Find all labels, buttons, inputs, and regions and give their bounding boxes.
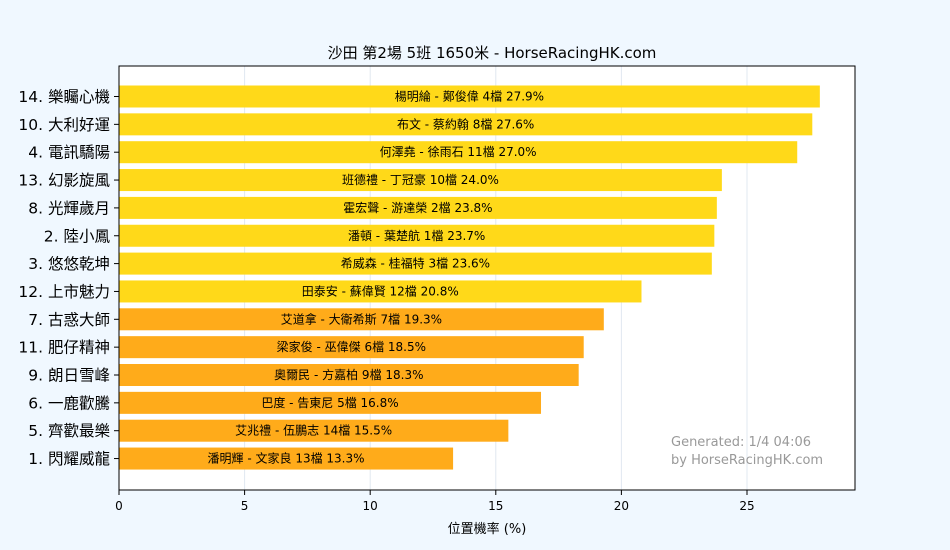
bar-label-6: 希威森 - 桂福特 3檔 23.6% [341, 256, 490, 271]
chart-title: 沙田 第2場 5班 1650米 - HorseRacingHK.com [328, 44, 657, 62]
y-label-10: 9. 朗日雪峰 [28, 367, 110, 385]
plot-area [118, 65, 856, 491]
bar-2 [119, 141, 798, 164]
y-label-11: 6. 一鹿歡騰 [28, 394, 110, 412]
bar-label-9: 梁家俊 - 巫偉傑 6檔 18.5% [277, 339, 426, 354]
bar-3 [119, 169, 722, 192]
bar-12 [119, 419, 509, 442]
bar-label-2: 何澤堯 - 徐雨石 11檔 27.0% [380, 144, 537, 159]
bar-7 [119, 280, 642, 303]
bar-label-12: 艾兆禮 - 伍鵬志 14檔 15.5% [235, 424, 392, 438]
bar-13 [119, 447, 454, 470]
bar-6 [119, 252, 712, 275]
bar-1 [119, 113, 813, 136]
x-tick-label-4: 20 [614, 499, 629, 513]
bar-11 [119, 391, 542, 414]
y-label-0: 14. 樂矚心機 [18, 88, 110, 106]
bar-label-13: 潘明輝 - 文家良 13檔 13.3% [208, 451, 365, 466]
bar-label-7: 田泰安 - 蘇偉賢 12檔 20.8% [302, 283, 459, 298]
bar-0 [119, 85, 820, 108]
bar-label-5: 潘頓 - 葉楚航 1檔 23.7% [348, 228, 485, 243]
plot-frame [118, 65, 856, 491]
bar-label-10: 奧爾民 - 方嘉柏 9檔 18.3% [274, 367, 423, 382]
y-label-4: 8. 光輝歲月 [28, 199, 110, 217]
bar-label-4: 霍宏聲 - 游達榮 2檔 23.8% [343, 200, 492, 215]
x-axis-title: 位置機率 (%) [448, 521, 527, 537]
x-tick-label-5: 25 [739, 499, 754, 513]
y-label-3: 13. 幻影旋風 [18, 172, 110, 190]
bar-label-8: 艾道拿 - 大衛希斯 7檔 19.3% [281, 311, 442, 326]
y-label-12: 5. 齊歡最樂 [28, 422, 110, 440]
watermark-line-1: Generated: 1/4 04:06 [671, 435, 811, 450]
bar-5 [119, 224, 715, 247]
bar-9 [119, 336, 584, 359]
bar-label-0: 楊明綸 - 鄭俊偉 4檔 27.9% [395, 89, 544, 104]
bar-label-11: 巴度 - 告東尼 5檔 16.8% [261, 395, 398, 410]
y-label-5: 2. 陸小鳳 [44, 227, 111, 245]
y-label-6: 3. 悠悠乾坤 [28, 255, 110, 273]
y-label-8: 7. 古惑大師 [28, 311, 110, 329]
watermark-line-2: by HorseRacingHK.com [671, 453, 823, 468]
bar-4 [119, 196, 717, 219]
x-axis-ticks: 0 5 10 15 20 25 [115, 490, 755, 513]
bar-8 [119, 308, 604, 331]
bars: 楊明綸 - 鄭俊偉 4檔 27.9% 布文 - 蔡約翰 8檔 27.6% 何澤堯 -… [119, 85, 820, 470]
y-axis-labels: 14. 樂矚心機 10. 大利好運 4. 電訊驕陽 13. 幻影旋風 8. 光輝歲月 2.… [18, 88, 119, 468]
bar-label-3: 班德禮 - 丁冠豪 10檔 24.0% [342, 172, 499, 187]
y-label-1: 10. 大利好運 [18, 116, 110, 134]
bar-10 [119, 364, 579, 386]
y-label-9: 11. 肥仔精神 [18, 339, 110, 357]
y-label-13: 1. 閃耀威龍 [28, 450, 110, 468]
y-label-2: 4. 電訊驕陽 [28, 144, 110, 162]
x-tick-label-0: 0 [115, 499, 123, 513]
bar-label-1: 布文 - 蔡約翰 8檔 27.6% [397, 116, 534, 131]
y-label-7: 12. 上市魅力 [18, 283, 110, 301]
x-tick-label-3: 15 [488, 499, 503, 513]
x-tick-label-2: 10 [363, 499, 378, 513]
x-tick-label-1: 5 [241, 499, 249, 513]
